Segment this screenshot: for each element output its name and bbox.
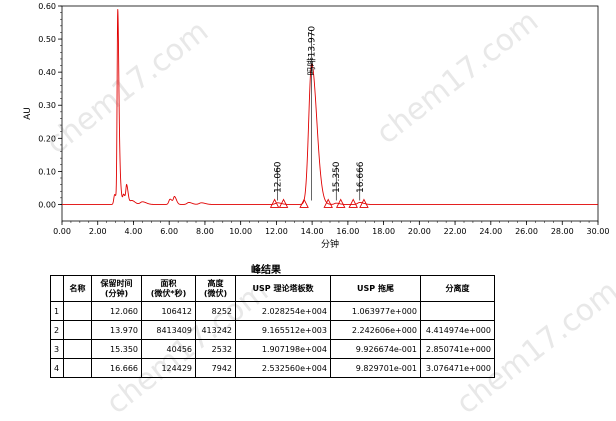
peak-label: 12.060 [273,161,283,193]
integration-marker [269,198,280,208]
chromatogram-chart: 0.00 0.10 0.20 0.30 0.40 0.50 0.60 0.00 2.00 4.00… [23,2,609,250]
peak-label: 15.350 [332,161,342,193]
table-cell: 2 [50,320,64,340]
x-tick-label: 8.00 [196,227,214,236]
table-row: 4 16.666 124429 7942 2.532560e+004 9.829701e-… [50,358,495,378]
x-tick-label: 22.00 [444,227,467,236]
table-cell: 15.350 [91,339,142,359]
table-cell [63,320,92,340]
x-axis-label: 分钟 [321,238,339,250]
table-cell: 3 [50,339,64,359]
peak-labels: 12.060 吗啡13.970 15.350 16.666 [273,26,366,201]
y-tick-label: 0.60 [38,2,56,11]
x-tick-label: 26.00 [515,227,538,236]
table-cell: 7942 [195,358,236,378]
table-cell: 2.532560e+004 [235,358,331,378]
column-header: 面积 (微伏*秒) [141,275,196,302]
plot-frame [61,5,599,222]
y-tick-label: 0.20 [38,134,56,143]
table-header-row: 名称 保留时间 (分钟) 面积 (微伏*秒) 高度 (微伏) USP 理论塔板数 USP … [50,275,495,302]
table-cell: 12.060 [91,301,142,321]
table-cell: 8413409 [141,320,196,340]
x-tick-label: 24.00 [479,227,502,236]
table-cell [420,301,495,321]
peak-results-table: 名称 保留时间 (分钟) 面积 (微伏*秒) 高度 (微伏) USP 理论塔板数 USP … [50,275,495,378]
y-tick-label: 0.50 [38,35,56,44]
x-tick-label: 20.00 [408,227,431,236]
table-cell [63,358,92,378]
table-cell: 106412 [141,301,196,321]
x-tick-label: 16.00 [336,227,359,236]
table-cell: 2.850741e+000 [420,339,495,359]
chart-frame [61,5,599,222]
table-cell: 4 [50,358,64,378]
table-cell: 4.414974e+000 [420,320,495,340]
table-cell: 9.926674e-001 [330,339,421,359]
table-cell: 13.970 [91,320,142,340]
table-cell: 1 [50,301,64,321]
chart-axes: 0.00 0.10 0.20 0.30 0.40 0.50 0.60 0.00 2.00 4.00… [23,2,609,250]
table-cell [63,339,92,359]
table-cell: 3.076471e+000 [420,358,495,378]
table-cell: 1.907198e+004 [235,339,331,359]
x-tick-label: 2.00 [89,227,107,236]
table-cell: 8252 [195,301,236,321]
table-cell: 16.666 [91,358,142,378]
table-cell: 40456 [141,339,196,359]
x-tick-label: 14.00 [301,227,324,236]
x-tick-label: 28.00 [551,227,574,236]
y-tick-label: 0.10 [38,167,56,176]
y-tick-label: 0.40 [38,68,56,77]
x-tick-label: 30.00 [587,227,610,236]
x-tick-label: 18.00 [372,227,395,236]
table-cell: 1.063977e+000 [330,301,421,321]
column-header: 分离度 [420,275,495,302]
peak-label: 16.666 [356,161,366,193]
column-header: 名称 [63,275,92,302]
column-header: 保留时间 (分钟) [91,275,142,302]
integration-marker [323,198,333,208]
y-tick-label: 0.00 [38,200,56,209]
x-tick-label: 4.00 [125,227,143,236]
chromatogram-trace [62,9,598,205]
table-cell: 2.028254e+004 [235,301,331,321]
table-cell: 2532 [195,339,236,359]
x-tick-label: 10.00 [229,227,252,236]
x-tick-label: 0.00 [53,227,71,236]
column-header: USP 拖尾 [330,275,421,302]
column-header [50,275,64,302]
y-tick-label: 0.30 [38,101,56,110]
integration-markers [269,198,369,208]
table-cell: 9.165512e+003 [235,320,331,340]
x-tick-label: 6.00 [160,227,178,236]
results-title: 峰结果 [251,265,281,276]
x-tick-label: 12.00 [265,227,288,236]
table-cell: 9.829701e-001 [330,358,421,378]
table-cell: 2.242606e+000 [330,320,421,340]
integration-marker [348,198,358,208]
table-cell [63,301,92,321]
column-header: 高度 (微伏) [195,275,236,302]
table-row: 2 13.970 8413409 413242 9.165512e+003 2.24260… [50,320,495,340]
chromatogram-line [62,9,598,205]
table-row: 3 15.350 40456 2532 1.907198e+004 9.926674e-0… [50,339,495,359]
y-axis-label: AU [23,107,33,120]
peak-label: 吗啡13.970 [306,26,318,76]
table-row: 1 12.060 106412 8252 2.028254e+004 1.063977e+… [50,301,495,321]
table-cell: 413242 [195,320,236,340]
column-header: USP 理论塔板数 [235,275,331,302]
table-cell: 124429 [141,358,196,378]
